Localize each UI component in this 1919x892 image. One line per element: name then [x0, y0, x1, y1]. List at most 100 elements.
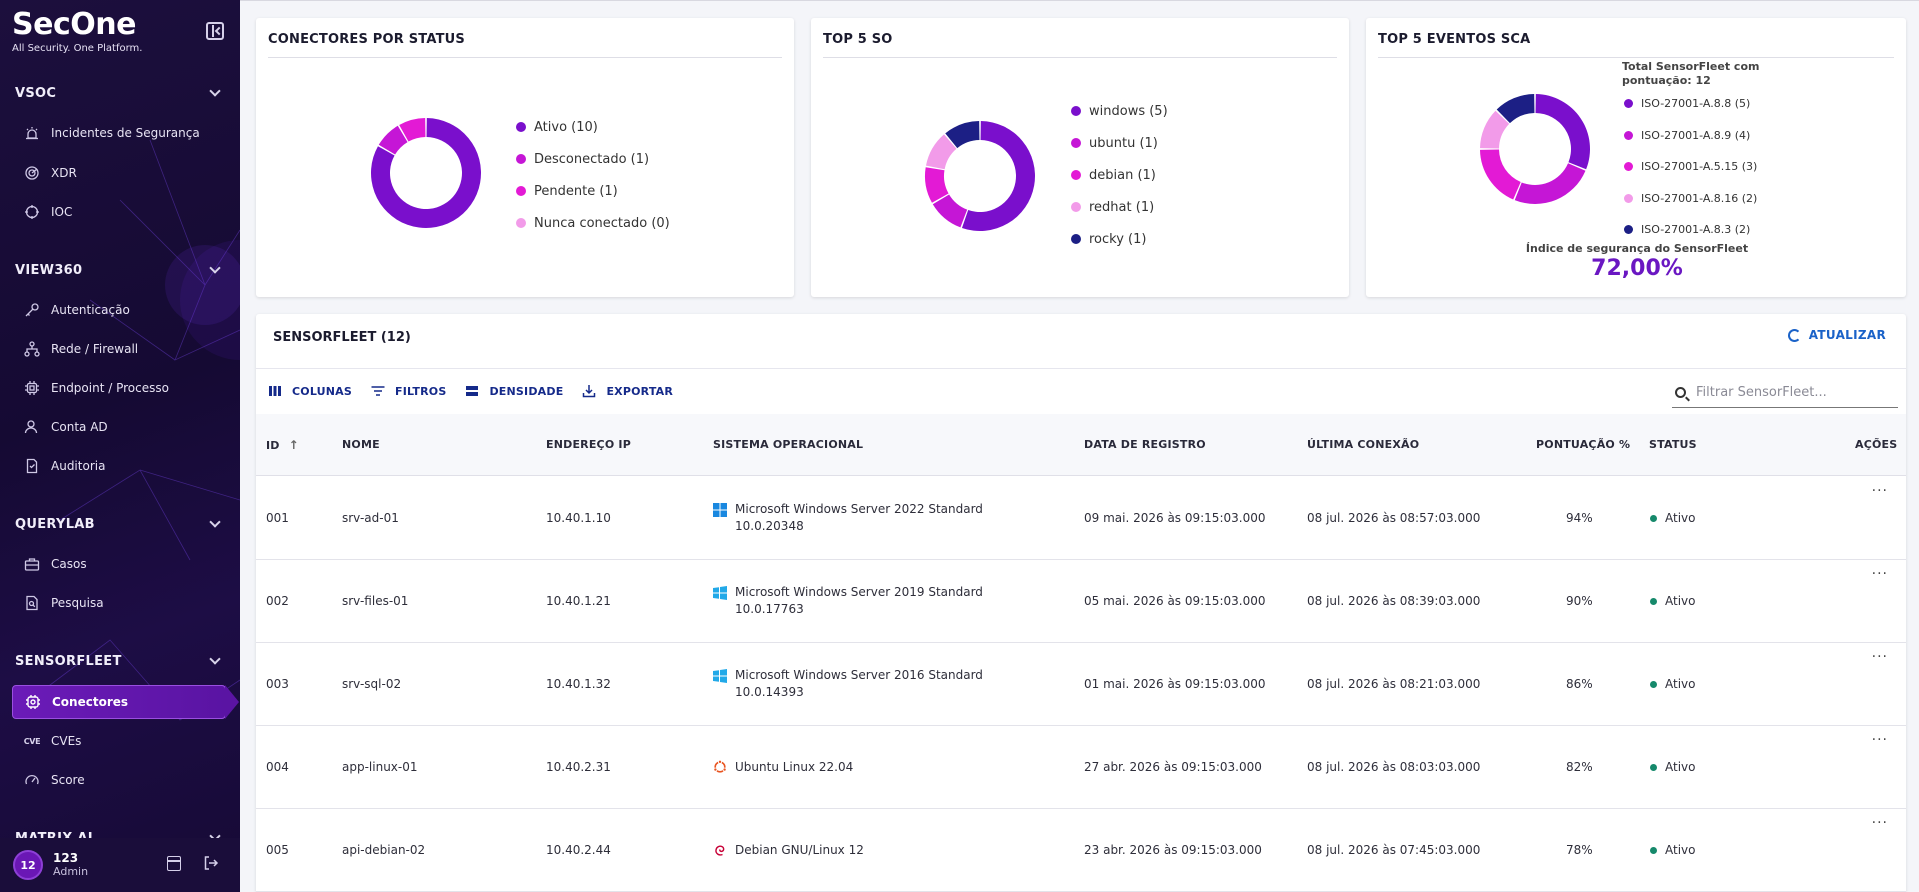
cell-os: Microsoft Windows Server 2022 Standard 10…	[713, 501, 983, 535]
refresh-button[interactable]: ATUALIZAR	[1787, 328, 1886, 342]
calendar-icon[interactable]	[167, 856, 181, 871]
legend-item[interactable]: rocky (1)	[1071, 223, 1168, 255]
donut-slice-ativo[interactable]	[371, 118, 481, 228]
sidebar-item-ioc[interactable]: IOC	[12, 195, 226, 229]
legend-item[interactable]: Nunca conectado (0)	[516, 207, 670, 239]
sidebar-item-score[interactable]: Score	[12, 763, 226, 797]
sidebar-item-pesquisa[interactable]: Pesquisa	[12, 586, 226, 620]
legend-item[interactable]: Ativo (10)	[516, 111, 670, 143]
sensorfleet-table-card: SENSORFLEET (12) ATUALIZAR COLUNAS FILTR…	[256, 314, 1906, 892]
row-actions-icon[interactable]: ···	[1871, 815, 1888, 831]
divider	[268, 57, 782, 58]
col-header-ultima-conexao[interactable]: ÚLTIMA CONEXÃO	[1307, 438, 1420, 451]
col-header-pontuacao[interactable]: PONTUAÇÃO %	[1536, 438, 1631, 451]
export-button[interactable]: EXPORTAR	[582, 384, 673, 398]
legend-dot	[1624, 162, 1633, 172]
sca-index-value: 72,00%	[1591, 256, 1683, 281]
col-header-os[interactable]: SISTEMA OPERACIONAL	[713, 438, 864, 451]
col-header-nome[interactable]: NOME	[342, 438, 380, 451]
legend-item[interactable]: ISO-27001-A.5.15 (3)	[1624, 151, 1757, 183]
donut-slice-iso-27001-a-8-3[interactable]	[1496, 94, 1535, 124]
donut-slice-pendente[interactable]	[399, 118, 426, 142]
legend-item[interactable]: Desconectado (1)	[516, 143, 670, 175]
cell-last-seen: 08 jul. 2026 às 08:57:03.000	[1307, 511, 1481, 525]
donut-slice-iso-27001-a-8-8[interactable]	[1535, 94, 1590, 170]
widget-title: TOP 5 SO	[823, 32, 893, 47]
table-row[interactable]: 005 api-debian-02 10.40.2.44 Debian GNU/…	[256, 809, 1906, 892]
donut-slice-rocky[interactable]	[945, 121, 980, 149]
legend-item[interactable]: ISO-27001-A.8.8 (5)	[1624, 88, 1757, 120]
sidebar-item-casos[interactable]: Casos	[12, 547, 226, 581]
donut-slice-ubuntu[interactable]	[932, 194, 968, 228]
sidebar-item-rede-firewall[interactable]: Rede / Firewall	[12, 332, 226, 366]
brand-logo[interactable]: SecOne All Security. One Platform.	[12, 8, 142, 55]
crosshair-icon	[24, 204, 40, 220]
density-label: DENSIDADE	[489, 384, 564, 398]
collapse-sidebar-icon[interactable]	[206, 22, 224, 40]
user-info: 123 Admin	[53, 851, 88, 879]
legend-item[interactable]: Pendente (1)	[516, 175, 670, 207]
sidebar-item-conta-ad[interactable]: Conta AD	[12, 410, 226, 444]
legend-item[interactable]: debian (1)	[1071, 159, 1168, 191]
divider	[1378, 57, 1894, 58]
donut-slice-desconectado[interactable]	[378, 125, 408, 155]
table-row[interactable]: 003 srv-sql-02 10.40.1.32 Microsoft Wind…	[256, 643, 1906, 726]
row-actions-icon[interactable]: ···	[1871, 566, 1888, 582]
donut-slice-debian[interactable]	[925, 167, 949, 203]
sidebar-item-endpoint[interactable]: Endpoint / Processo	[12, 371, 226, 405]
avatar[interactable]: 12	[13, 850, 43, 880]
logout-icon[interactable]	[203, 855, 219, 871]
legend-item[interactable]: ISO-27001-A.8.9 (4)	[1624, 120, 1757, 152]
col-header-status[interactable]: STATUS	[1649, 438, 1697, 451]
sidebar-item-label: Conta AD	[51, 420, 108, 434]
sidebar-item-incidentes[interactable]: Incidentes de Segurança	[12, 116, 226, 150]
col-header-id[interactable]: ID ↑	[266, 438, 299, 452]
table-row[interactable]: 001 srv-ad-01 10.40.1.10 Microsoft Windo…	[256, 477, 1906, 560]
section-sensorfleet[interactable]: SENSORFLEET	[15, 650, 225, 672]
table-row[interactable]: 004 app-linux-01 10.40.2.31 Ubuntu Linux…	[256, 726, 1906, 809]
sidebar-item-label: CVEs	[51, 734, 82, 748]
legend-item[interactable]: ISO-27001-A.8.3 (2)	[1624, 214, 1757, 246]
cell-last-seen: 08 jul. 2026 às 08:39:03.000	[1307, 594, 1481, 608]
cell-id: 002	[266, 594, 289, 608]
donut-slice-redhat[interactable]	[925, 134, 957, 170]
section-view360[interactable]: VIEW360	[15, 259, 225, 281]
row-actions-icon[interactable]: ···	[1871, 732, 1888, 748]
legend-item[interactable]: redhat (1)	[1071, 191, 1168, 223]
os-name: Microsoft Windows Server 2016 Standard	[735, 668, 983, 682]
cell-score: 82%	[1566, 760, 1593, 774]
sidebar-item-xdr[interactable]: XDR	[12, 156, 226, 190]
os-donut-chart	[925, 121, 1035, 231]
legend-item[interactable]: ISO-27001-A.8.16 (2)	[1624, 183, 1757, 215]
donut-slice-iso-27001-a-8-9[interactable]	[1514, 163, 1586, 204]
sidebar-item-cves[interactable]: CVE CVEs	[12, 724, 226, 758]
section-querylab[interactable]: QUERYLAB	[15, 513, 225, 535]
sidebar-item-conectores[interactable]: Conectores	[12, 685, 239, 719]
col-header-registro[interactable]: DATA DE REGISTRO	[1084, 438, 1206, 451]
donut-slice-iso-27001-a-8-16[interactable]	[1480, 110, 1510, 149]
search-field[interactable]	[1672, 378, 1898, 408]
sidebar-item-label: Pesquisa	[51, 596, 104, 610]
section-vsoc[interactable]: VSOC	[15, 82, 225, 104]
col-header-ip[interactable]: ENDEREÇO IP	[546, 438, 631, 451]
legend-item[interactable]: ubuntu (1)	[1071, 127, 1168, 159]
table-row[interactable]: 002 srv-files-01 10.40.1.21 Microsoft Wi…	[256, 560, 1906, 643]
density-button[interactable]: DENSIDADE	[465, 384, 563, 398]
row-actions-icon[interactable]: ···	[1871, 649, 1888, 665]
section-title: SENSORFLEET	[15, 653, 122, 669]
donut-slice-iso-27001-a-5-15[interactable]	[1480, 149, 1521, 200]
sidebar-item-autenticacao[interactable]: Autenticação	[12, 293, 226, 327]
search-input[interactable]	[1696, 385, 1886, 400]
sidebar-item-auditoria[interactable]: Auditoria	[12, 449, 226, 483]
widget-os: TOP 5 SO windows (5) ubuntu (1) debian (…	[811, 18, 1349, 297]
cell-os: Debian GNU/Linux 12	[713, 842, 864, 859]
legend-label: Pendente (1)	[534, 183, 618, 199]
columns-button[interactable]: COLUNAS	[268, 384, 352, 398]
filters-button[interactable]: FILTROS	[371, 384, 446, 398]
connector-icon	[25, 694, 41, 710]
donut-slice-windows[interactable]	[961, 121, 1035, 231]
cell-score: 78%	[1566, 843, 1593, 857]
row-actions-icon[interactable]: ···	[1871, 483, 1888, 499]
legend-item[interactable]: windows (5)	[1071, 95, 1168, 127]
sort-ascending-icon[interactable]: ↑	[288, 438, 299, 452]
